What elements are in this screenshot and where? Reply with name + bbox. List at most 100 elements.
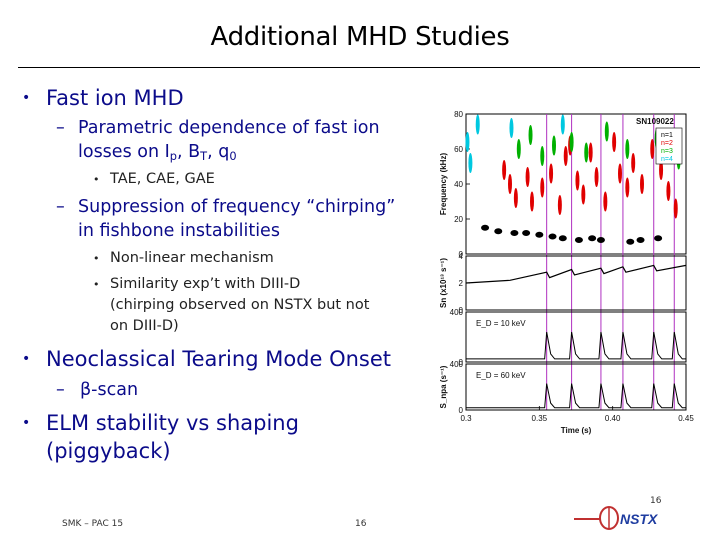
logo-text: NSTX — [620, 511, 659, 527]
sub-bullet-parametric-line1: Parametric dependence of fast ion — [78, 118, 380, 138]
sub-bullet-chirping-line1: Suppression of frequency “chirping” — [78, 197, 396, 217]
sub-bullet-parametric-line2: losses on Ip, BT, q0 — [78, 140, 237, 168]
dash-2: – — [56, 197, 65, 217]
spectrogram-point-n=2 — [673, 198, 678, 219]
slide-title: Additional MHD Studies — [210, 22, 510, 52]
spectrogram-point-n=1 — [494, 228, 503, 235]
spectrogram-point-n=1 — [626, 238, 635, 245]
bullet-fast-ion-mhd: Fast ion MHD — [46, 86, 184, 110]
ytick-label-S_n: 2 — [459, 279, 464, 288]
sub-sub-bullet-similarity-line1: Similarity exp’t with DIII-D — [110, 276, 301, 292]
spectrogram-point-n=3 — [516, 139, 521, 159]
sub-sub-bullet-nonlinear: Non-linear mechanism — [110, 250, 274, 266]
ytick-label-spectrogram: 60 — [454, 145, 463, 154]
spectrogram-point-n=1 — [481, 224, 490, 231]
ytick-label-spectrogram: 20 — [454, 215, 463, 224]
bullet-dot-2: • — [22, 351, 31, 367]
subscript-0: 0 — [229, 149, 237, 163]
panel-frame-S_n — [465, 255, 687, 311]
bullet-dot-tae: • — [93, 173, 100, 186]
text-losses-on-i: losses on I — [78, 142, 170, 162]
xtick-label: 0.45 — [678, 414, 694, 423]
spectrogram-point-n=2 — [557, 195, 562, 215]
spectrogram-point-n=1 — [558, 235, 567, 242]
spectrogram-point-n=2 — [666, 181, 671, 201]
ytick-label-spectrogram: 0 — [459, 250, 464, 259]
footer-page-right: 16 — [650, 496, 662, 506]
xtick-label: 0.40 — [605, 414, 621, 423]
spectrogram-point-n=2 — [618, 163, 622, 184]
spectrogram-point-n=1 — [654, 235, 663, 242]
spectrogram-point-n=3 — [528, 125, 533, 145]
sub-sub-bullet-similarity-line3: on DIII-D) — [110, 318, 179, 334]
xtick-label: 0.3 — [460, 414, 472, 423]
bullet-elm-stability-line1: ELM stability vs shaping — [46, 411, 299, 435]
bullet-dot-similarity: • — [93, 278, 100, 291]
spectrogram-point-n=3 — [552, 135, 556, 156]
spectrogram-point-n=4 — [560, 114, 565, 135]
legend-entry-n=1: n=1 — [661, 132, 673, 139]
bullet-ntm-onset: Neoclassical Tearing Mode Onset — [46, 347, 392, 371]
spectrogram-point-n=3 — [604, 121, 609, 142]
spectrogram-point-n=1 — [510, 230, 519, 236]
ytick-label-S_npa_10keV: 0 — [459, 358, 464, 367]
spectrogram-point-n=1 — [548, 233, 557, 240]
shot-label: SN109022 — [636, 117, 674, 126]
spectrogram-point-n=2 — [549, 163, 554, 184]
ytick-label-S_npa_60keV: 0 — [459, 406, 464, 415]
legend-entry-n=2: n=2 — [661, 140, 673, 147]
ytick-label-S_npa_60keV: 400 — [450, 360, 464, 369]
legend-entry-n=3: n=3 — [661, 148, 673, 155]
npa-annotation-S_npa_10keV: E_D = 10 keV — [476, 319, 526, 328]
xlabel: Time (s) — [561, 426, 592, 435]
logo-ring — [599, 506, 619, 530]
spectrogram-point-n=4 — [468, 153, 473, 173]
spectrogram-point-n=2 — [659, 160, 664, 180]
ylabel-S_n: Sn (x10¹³ s⁻¹) — [439, 258, 448, 308]
spectrogram-point-n=3 — [540, 146, 545, 166]
title-divider — [18, 67, 700, 68]
sub-sub-bullet-tae: TAE, CAE, GAE — [110, 171, 215, 187]
spectrogram-point-n=4 — [509, 118, 514, 138]
spectrogram-point-n=2 — [508, 174, 512, 194]
footer-author: SMK – PAC 15 — [62, 519, 124, 529]
ytick-label-S_npa_10keV: 400 — [450, 308, 464, 317]
spectrogram-point-n=2 — [581, 184, 586, 205]
panel-frame-S_npa_10keV — [465, 311, 687, 363]
ytick-label-spectrogram: 80 — [454, 110, 463, 119]
npa-annotation-S_npa_60keV: E_D = 60 keV — [476, 371, 526, 380]
spectrogram-point-n=2 — [540, 177, 545, 198]
spectrogram-point-n=2 — [631, 153, 636, 173]
sub-bullet-chirping-line2: in fishbone instabilities — [78, 221, 280, 241]
spectrogram-point-n=2 — [650, 139, 655, 159]
spectrogram-point-n=2 — [513, 188, 518, 208]
spectrogram-point-n=3 — [569, 132, 574, 152]
spectrogram-point-n=1 — [522, 230, 531, 236]
xtick-label: 0.35 — [532, 414, 548, 423]
subscript-p: p — [169, 149, 177, 163]
spectrogram-point-n=1 — [574, 237, 583, 243]
bullet-dot-nonlinear: • — [93, 252, 100, 265]
npa-trace-S_npa_60keV — [466, 383, 686, 409]
dash-1: – — [56, 118, 65, 138]
spectrogram-point-n=3 — [625, 139, 630, 159]
spectrogram-point-n=1 — [636, 237, 645, 243]
bullet-dot-1: • — [22, 90, 31, 106]
spectrogram-point-n=2 — [588, 142, 593, 163]
ylabel-S_npa_60keV: S_npa (s⁻¹) — [439, 365, 448, 408]
spectrogram-point-n=2 — [525, 167, 530, 187]
spectrogram-point-n=2 — [640, 174, 644, 194]
legend-entry-n=4: n=4 — [661, 156, 673, 163]
spectrogram-point-n=2 — [612, 132, 617, 152]
spectrogram-point-n=2 — [603, 191, 608, 212]
spectrogram-point-n=1 — [588, 235, 597, 242]
spectrogram-point-n=4 — [465, 132, 470, 152]
ylabel-spectrogram: Frequency (kHz) — [439, 153, 448, 216]
spectrogram-point-n=2 — [594, 167, 599, 187]
panel-frame-S_npa_60keV — [465, 363, 687, 411]
ytick-label-S_n: 0 — [459, 306, 464, 315]
spectrogram-point-n=1 — [596, 237, 605, 243]
bullet-dot-3: • — [22, 415, 31, 431]
spectrogram-point-n=1 — [535, 231, 544, 238]
